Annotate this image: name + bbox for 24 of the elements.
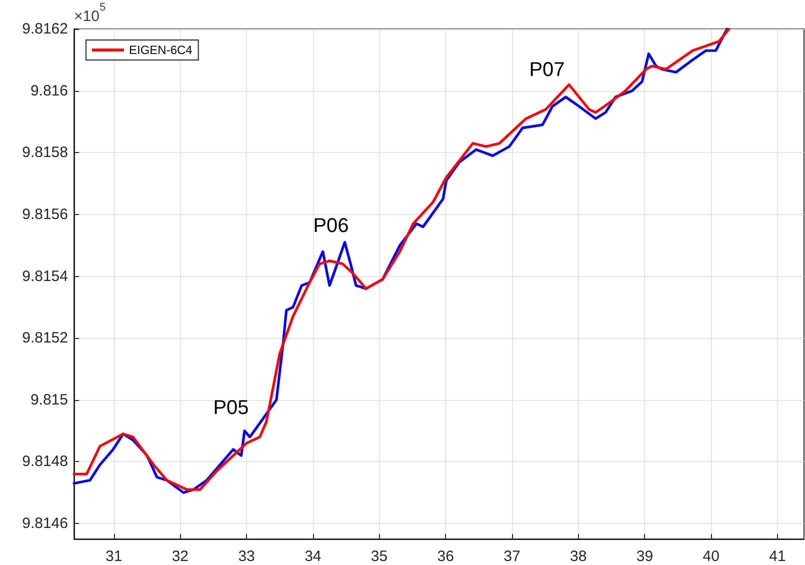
x-tick-label: 40 [702, 548, 720, 565]
x-tick-label: 34 [304, 548, 322, 565]
x-tick-label: 39 [636, 548, 654, 565]
x-tick-label: 41 [769, 548, 786, 565]
x-tick-label: 36 [437, 548, 454, 565]
y-tick-label: 9.8162 [22, 20, 68, 38]
annotation: P05 [213, 397, 249, 419]
annotation: P07 [529, 59, 565, 81]
x-tick-label: 35 [370, 548, 388, 565]
x-tick-label: 33 [238, 548, 255, 565]
y-tick-label: 9.815 [30, 391, 68, 408]
x-tick-label: 38 [570, 548, 587, 565]
y-tick-label: 9.8158 [22, 144, 68, 162]
x-tick-label: 31 [105, 548, 122, 565]
y-tick-label: 9.816 [30, 82, 68, 100]
legend-label: EIGEN-6C4 [129, 43, 193, 57]
y-tick-label: 9.8154 [22, 268, 68, 285]
x-tick-label: 32 [172, 548, 189, 565]
y-tick-label: 9.8152 [22, 330, 68, 347]
x-tick-label: 37 [504, 548, 520, 565]
annotation: P06 [313, 215, 349, 237]
y-tick-label: 9.8156 [22, 206, 68, 223]
y-tick-label: 9.8148 [22, 453, 68, 470]
y-tick-label: 9.8146 [22, 515, 68, 532]
